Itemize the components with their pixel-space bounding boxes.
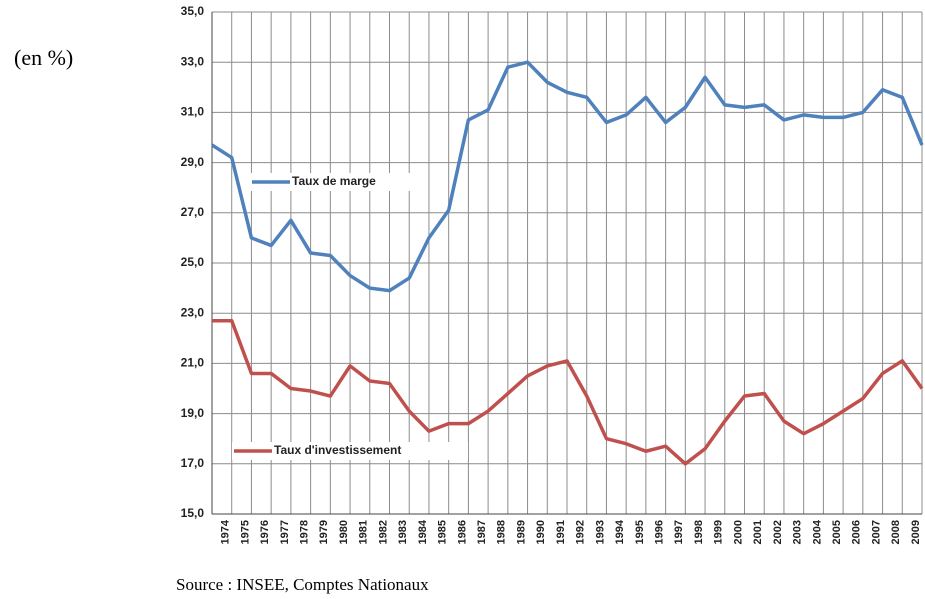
y-tick-label: 17,0 (181, 456, 205, 470)
x-tick-label: 2006 (851, 520, 863, 544)
x-tick-label: 1998 (693, 520, 705, 544)
x-tick-label: 1987 (476, 520, 488, 544)
x-tick-label: 1995 (634, 520, 646, 544)
x-tick-label: 1992 (575, 520, 587, 544)
y-tick-label: 19,0 (181, 406, 205, 420)
y-tick-label: 21,0 (181, 356, 205, 370)
y-tick-label: 25,0 (181, 255, 205, 269)
x-tick-label: 1982 (377, 520, 389, 544)
x-tick-label: 2009 (910, 520, 922, 544)
x-tick-label: 1984 (417, 519, 429, 544)
y-tick-label: 29,0 (181, 155, 205, 169)
legend-label: Taux d'investissement (274, 443, 401, 457)
x-tick-label: 1994 (614, 519, 626, 544)
x-tick-label: 1974 (220, 519, 232, 544)
x-tick-label: 1989 (515, 520, 527, 544)
unit-note: (en %) (14, 45, 73, 70)
x-tick-label: 1975 (239, 520, 251, 544)
x-tick-label: 1980 (338, 520, 350, 544)
y-tick-label: 35,0 (181, 4, 205, 18)
data-line (212, 318, 924, 466)
data-line (211, 60, 924, 293)
x-tick-label: 1991 (555, 520, 567, 544)
x-tick-label: 2008 (890, 520, 902, 544)
x-tick-label: 1997 (673, 520, 685, 544)
x-tick-label: 1993 (594, 520, 606, 544)
x-tick-label: 1978 (299, 520, 311, 544)
x-tick-label: 1999 (713, 520, 725, 544)
x-tick-label: 2007 (870, 520, 882, 544)
x-tick-label: 2000 (732, 520, 744, 544)
x-tick-label: 2003 (792, 520, 804, 544)
x-tick-label: 1983 (397, 520, 409, 544)
x-tick-label: 1990 (535, 520, 547, 544)
x-tick-label: 1985 (437, 520, 449, 544)
legend-label: Taux de marge (292, 174, 376, 188)
x-tick-label: 2002 (772, 520, 784, 544)
x-tick-label: 2004 (811, 519, 823, 544)
y-tick-label: 15,0 (181, 506, 205, 520)
x-tick-label: 1976 (259, 520, 271, 544)
x-tick-label: 2005 (831, 520, 843, 544)
x-tick-label: 1981 (358, 520, 370, 544)
legend-box (250, 173, 418, 191)
y-tick-label: 33,0 (181, 54, 205, 68)
y-tick-label: 31,0 (181, 105, 205, 119)
x-tick-label: 2001 (752, 520, 764, 544)
source-note: Source : INSEE, Comptes Nationaux (176, 575, 429, 594)
x-tick-label: 1996 (654, 520, 666, 544)
y-tick-label: 23,0 (181, 305, 205, 319)
x-tick-label: 1988 (496, 520, 508, 544)
y-tick-label: 27,0 (181, 205, 205, 219)
x-tick-label: 1979 (318, 520, 330, 544)
x-tick-label: 1977 (279, 520, 291, 544)
legend-box (232, 442, 468, 460)
x-tick-label: 1986 (456, 520, 468, 544)
